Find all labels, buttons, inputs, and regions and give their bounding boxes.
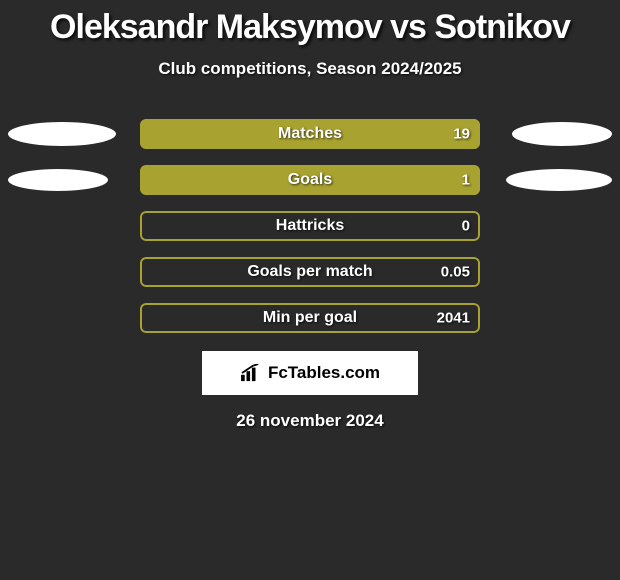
stat-label: Min per goal [263, 309, 357, 327]
page-title: Oleksandr Maksymov vs Sotnikov [0, 8, 620, 47]
stat-label: Matches [278, 125, 342, 143]
stat-value: 1 [462, 172, 470, 189]
right-ellipse [512, 122, 612, 146]
footer-date: 26 november 2024 [0, 411, 620, 431]
stat-row: Min per goal 2041 [0, 303, 620, 333]
stat-row: Matches 19 [0, 119, 620, 149]
stat-bar: Hattricks 0 [140, 211, 480, 241]
left-ellipse [8, 169, 108, 191]
left-ellipse [8, 122, 116, 146]
chart-icon [240, 364, 262, 382]
branding-badge: FcTables.com [202, 351, 418, 395]
stat-bar: Goals 1 [140, 165, 480, 195]
stat-value: 0 [462, 218, 470, 235]
comparison-infographic: Oleksandr Maksymov vs Sotnikov Club comp… [0, 0, 620, 431]
branding-text: FcTables.com [268, 363, 380, 383]
stat-value: 2041 [437, 310, 470, 327]
stat-label: Goals [288, 171, 332, 189]
stat-value: 0.05 [441, 264, 470, 281]
stat-bar: Min per goal 2041 [140, 303, 480, 333]
subtitle: Club competitions, Season 2024/2025 [0, 59, 620, 79]
right-ellipse [506, 169, 612, 191]
stat-rows: Matches 19 Goals 1 Hattricks 0 Goals per match… [0, 119, 620, 333]
stat-bar: Matches 19 [140, 119, 480, 149]
stat-bar: Goals per match 0.05 [140, 257, 480, 287]
stat-row: Goals per match 0.05 [0, 257, 620, 287]
stat-label: Goals per match [247, 263, 372, 281]
stat-row: Hattricks 0 [0, 211, 620, 241]
stat-label: Hattricks [276, 217, 344, 235]
stat-value: 19 [453, 126, 470, 143]
stat-row: Goals 1 [0, 165, 620, 195]
